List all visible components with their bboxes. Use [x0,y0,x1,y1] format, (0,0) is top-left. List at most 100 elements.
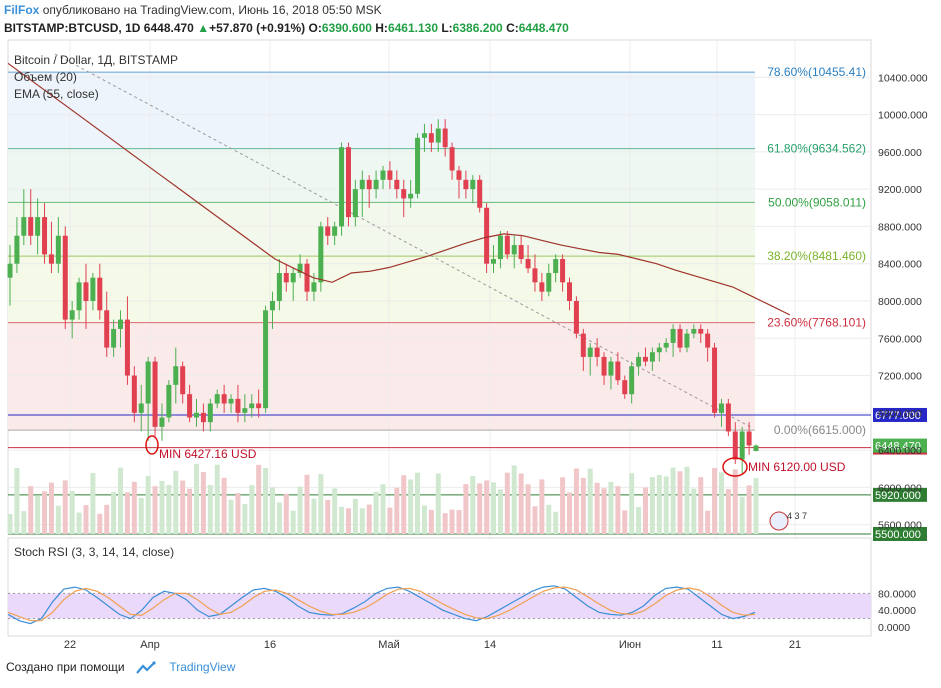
volume-bar [187,488,193,534]
candle-body [318,226,324,283]
candle-body [269,300,275,311]
candle-body [753,445,759,451]
candle-body [394,179,400,190]
last-price-bg [873,438,927,453]
fib-label: 38.20%(8481.460) [767,249,866,263]
volume-bar [90,472,96,534]
candle-body [491,259,497,264]
volume-bar [484,480,490,534]
volume-bar [48,482,54,534]
candle-body [712,347,718,413]
candle-body [477,179,483,208]
volume-bar [28,486,34,534]
level-label: 5920.000 [875,490,921,502]
volume-bar [249,485,255,534]
volume-bar [677,471,683,534]
author-name[interactable]: FilFox [4,3,40,17]
candle-body [739,431,745,460]
volume-bar [408,479,414,534]
candle-body [352,189,358,218]
volume-bar [428,509,434,534]
candle-body [311,282,317,292]
volume-bar [297,486,303,534]
volume-bar [705,510,711,534]
fib-label: 0.00%(6615.000) [774,423,866,437]
volume-bar [339,506,345,534]
y-tick-label: 6800.000 [878,408,922,420]
volume-bar [124,492,130,534]
level-label-bg [873,527,927,541]
candle-body [511,245,517,255]
open-label: O: [308,21,322,35]
volume-bar [739,496,745,534]
annotation-min1: MIN 6427.16 USD [159,447,257,461]
volume-bar [138,497,144,534]
candle-body [401,189,407,199]
volume-bar [359,508,365,534]
y-tick-label: 8800.000 [878,221,922,233]
candle-body [55,235,61,264]
level-label: 5500.000 [875,529,921,541]
candle-body [332,226,338,236]
stoch-tick-label: 40.0000 [878,605,916,617]
candle-body [642,356,648,362]
candle-body [159,417,165,427]
y-tick-label: 6000.000 [878,482,922,494]
y-tick-label: 10000.000 [878,110,928,122]
volume-bar [518,473,524,534]
candle-body [214,394,220,404]
candle-body [166,384,172,418]
volume-bar [118,467,124,534]
candle-body [677,328,683,348]
tradingview-logo-icon [136,661,156,674]
candle-body [276,273,282,301]
candle-body [615,361,621,381]
candle-body [187,394,193,418]
high-value: 6461.130 [387,21,438,35]
candle-body [62,235,68,320]
volume-bar [449,509,455,534]
volume-badge: 4 3 7 [787,511,807,521]
volume-bar [691,488,697,534]
x-tick-label: 11 [711,639,722,651]
candle-body [304,263,310,292]
volume-bar [477,483,483,534]
candle-body [366,179,372,190]
candle-body [567,282,572,301]
candle-body [594,347,600,357]
x-tick-label: 22 [64,639,76,651]
volume-bar [601,488,607,534]
fib-label: 78.60%(10455.41) [767,65,866,79]
volume-bar [194,464,199,534]
volume-bar [166,484,172,534]
candle-body [249,403,255,409]
symbol-line: BITSTAMP:BTCUSD, 1D 6448.470 ▲+57.870 (+… [4,21,569,35]
candle-body [28,217,34,236]
candle-body [221,394,227,404]
volume-bar [580,477,586,534]
close-label: C: [506,21,519,35]
volume-bar [387,507,393,534]
candle-body [497,235,503,260]
candle-body [69,310,75,320]
y-tick-label: 6400.000 [878,445,922,457]
volume-bar [97,513,103,534]
volume-bar [62,480,68,534]
candle-body [131,375,137,413]
x-tick-label: Май [378,639,400,651]
price-change: +57.870 (+0.91%) [209,21,306,35]
volume-bar [732,469,738,534]
volume-bar [442,513,448,534]
candle-body [380,170,386,180]
candle-body [256,403,262,409]
up-arrow-icon: ▲ [197,21,210,35]
candle-body [608,361,614,376]
candle-body [290,273,296,283]
candle-body [463,179,469,190]
candle-body [42,217,48,255]
tradingview-link[interactable]: TradingView [169,660,236,674]
volume-bar [159,480,165,534]
volume-bar [304,474,310,534]
volume-bar [587,468,593,534]
